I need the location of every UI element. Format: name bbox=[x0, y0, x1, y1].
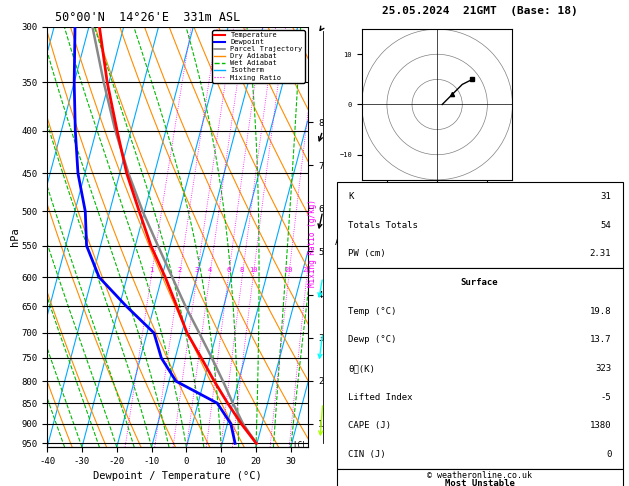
Text: 4: 4 bbox=[208, 267, 212, 273]
X-axis label: kt: kt bbox=[433, 201, 442, 210]
Text: 1380: 1380 bbox=[590, 421, 611, 431]
X-axis label: Dewpoint / Temperature (°C): Dewpoint / Temperature (°C) bbox=[93, 471, 262, 482]
Text: K: K bbox=[348, 192, 353, 201]
Text: 31: 31 bbox=[601, 192, 611, 201]
Text: 1: 1 bbox=[149, 267, 153, 273]
Text: 25.05.2024  21GMT  (Base: 18): 25.05.2024 21GMT (Base: 18) bbox=[382, 6, 577, 16]
Text: 28: 28 bbox=[303, 267, 311, 273]
Text: 10: 10 bbox=[249, 267, 257, 273]
Text: CAPE (J): CAPE (J) bbox=[348, 421, 391, 431]
Text: Most Unstable: Most Unstable bbox=[445, 479, 515, 486]
Text: 50°00'N  14°26'E  331m ASL: 50°00'N 14°26'E 331m ASL bbox=[55, 11, 240, 24]
Legend: Temperature, Dewpoint, Parcel Trajectory, Dry Adiabat, Wet Adiabat, Isotherm, Mi: Temperature, Dewpoint, Parcel Trajectory… bbox=[213, 30, 304, 83]
Text: 19.8: 19.8 bbox=[590, 307, 611, 316]
Text: 3: 3 bbox=[194, 267, 199, 273]
Text: 6: 6 bbox=[226, 267, 230, 273]
Text: Temp (°C): Temp (°C) bbox=[348, 307, 396, 316]
Text: 20: 20 bbox=[284, 267, 293, 273]
Text: 323: 323 bbox=[595, 364, 611, 373]
Text: 54: 54 bbox=[601, 221, 611, 230]
Text: Lifted Index: Lifted Index bbox=[348, 393, 413, 402]
Text: LCL: LCL bbox=[293, 441, 307, 450]
Text: θᴇ(K): θᴇ(K) bbox=[348, 364, 375, 373]
Text: 0: 0 bbox=[606, 450, 611, 459]
Text: PW (cm): PW (cm) bbox=[348, 249, 386, 259]
Text: Totals Totals: Totals Totals bbox=[348, 221, 418, 230]
Text: © weatheronline.co.uk: © weatheronline.co.uk bbox=[427, 471, 532, 480]
Text: Mixing Ratio (g/kg): Mixing Ratio (g/kg) bbox=[308, 199, 317, 287]
Text: Dewp (°C): Dewp (°C) bbox=[348, 335, 396, 345]
Text: 2: 2 bbox=[177, 267, 182, 273]
Text: 13.7: 13.7 bbox=[590, 335, 611, 345]
Text: 2.31: 2.31 bbox=[590, 249, 611, 259]
Text: Surface: Surface bbox=[461, 278, 498, 287]
Y-axis label: km
ASL: km ASL bbox=[335, 227, 351, 246]
Text: -5: -5 bbox=[601, 393, 611, 402]
Text: CIN (J): CIN (J) bbox=[348, 450, 386, 459]
Text: 8: 8 bbox=[240, 267, 244, 273]
Y-axis label: hPa: hPa bbox=[10, 227, 20, 246]
